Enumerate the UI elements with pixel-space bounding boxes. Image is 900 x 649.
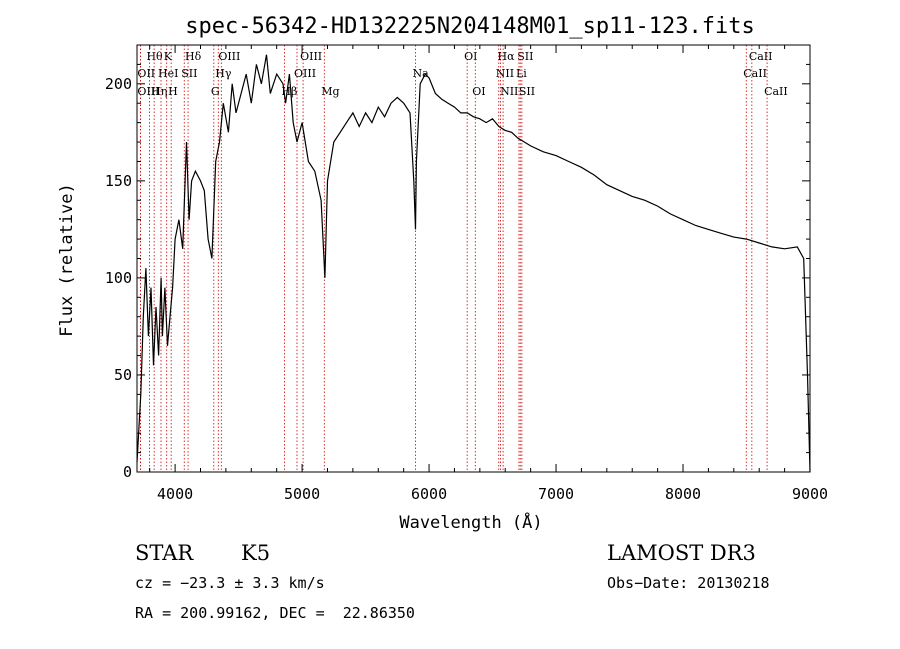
spectral-line-label: Hγ — [215, 67, 232, 80]
spectral-line-label: K — [164, 50, 173, 63]
coordinates: RA = 200.99162, DEC = 22.86350 — [135, 604, 415, 622]
spectral-line-label: Hη — [151, 85, 167, 98]
survey-name: LAMOST DR3 — [607, 541, 756, 565]
spectral-line-label: CaII — [743, 67, 767, 80]
spectral-line-label: OI — [464, 50, 477, 63]
spectral-line-label: OIII — [218, 50, 240, 63]
x-tick-label: 9000 — [792, 485, 828, 503]
y-tick-label: 100 — [105, 269, 132, 287]
spectral-line-label: H — [168, 85, 178, 98]
x-axis-label: Wavelength (Å) — [399, 511, 542, 533]
spectral-line-label: Hδ — [185, 50, 202, 63]
spectral-line-label: HeI — [158, 67, 178, 80]
y-tick-label: 0 — [123, 463, 132, 481]
spectral-line-label: SII — [181, 67, 197, 80]
chart-title: spec-56342-HD132225N204148M01_sp11-123.f… — [185, 14, 755, 39]
redshift-velocity: cz = −23.3 ± 3.3 km/s — [135, 574, 325, 592]
spectral-line-label: OII — [137, 67, 155, 80]
spectrum-series-line — [136, 54, 811, 473]
x-tick-label: 5000 — [284, 485, 320, 503]
spectral-line-label: Hθ — [146, 50, 163, 63]
spectral-line-label: OIII — [294, 67, 316, 80]
spectral-line-label: CaII — [749, 50, 773, 63]
y-axis-label: Flux (relative) — [57, 183, 77, 337]
spectral-line-label: SII — [519, 85, 535, 98]
object-class: STAR — [135, 541, 194, 565]
spectral-line-label: SII — [517, 50, 533, 63]
y-tick-label: 50 — [114, 366, 132, 384]
spectral-line-label: NII — [500, 85, 518, 98]
spectral-line-label: OI — [472, 85, 485, 98]
spectral-line-label: Na — [412, 67, 429, 80]
x-tick-label: 4000 — [157, 485, 193, 503]
x-tick-label: 6000 — [411, 485, 447, 503]
y-tick-label: 200 — [105, 75, 132, 93]
spectral-line-label: G — [211, 85, 220, 98]
spectral-line-label: Mg — [321, 85, 339, 98]
spectral-line-label: Hβ — [281, 85, 297, 98]
observation-date: Obs−Date: 20130218 — [607, 574, 770, 592]
plot-frame — [136, 44, 811, 473]
spectral-line-label: CaII — [764, 85, 788, 98]
spectral-line-label: OIII — [300, 50, 322, 63]
x-tick-label: 8000 — [665, 485, 701, 503]
spectral-line-label: NII — [496, 67, 514, 80]
spectral-line-label: Hα — [498, 50, 516, 63]
object-subclass: K5 — [241, 541, 271, 565]
y-tick-label: 150 — [105, 172, 132, 190]
x-tick-label: 7000 — [538, 485, 574, 503]
